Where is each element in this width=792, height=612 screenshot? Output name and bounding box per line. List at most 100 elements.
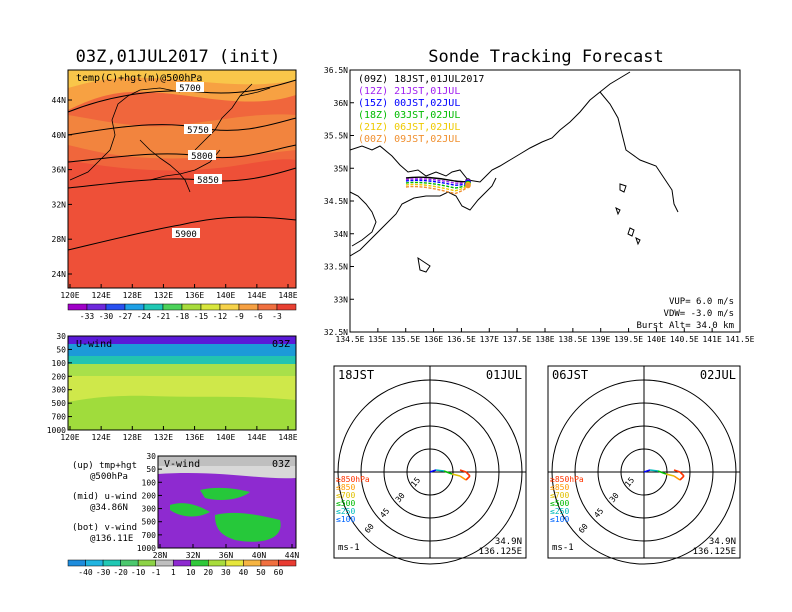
uwind-time: 03Z [272, 339, 290, 350]
map500-lat-label: 44N [52, 96, 67, 105]
cbar500-swatch [105, 303, 126, 311]
map500-lat-label: 32N [52, 200, 67, 209]
track-line [405, 185, 469, 195]
cbarwind-swatch [243, 559, 262, 567]
legend-mid2: @34.86N [90, 503, 128, 513]
track-lon-label: 140.5E [670, 335, 699, 344]
uwind-band-3 [68, 356, 296, 364]
polar-level-label: ≥850hPa [550, 475, 584, 484]
coastline-honshu [349, 71, 631, 183]
cbarwind-label: -30 [96, 568, 111, 577]
polar-trace-segment [657, 470, 667, 475]
coastline-island [417, 256, 431, 273]
polar-trace-segment [679, 471, 685, 477]
track-lon-label: 135.5E [391, 335, 420, 344]
polar-level-label: ≤100 [336, 515, 355, 524]
track-lat-label: 33N [334, 295, 349, 304]
polar-date: 01JUL [486, 368, 522, 382]
legend-bot: (bot) v-wind [72, 523, 137, 533]
uwind-band-4 [68, 364, 296, 376]
polar-level-label: ≥850hPa [336, 475, 370, 484]
map500-lon-label: 124E [92, 291, 111, 300]
track-vup: VUP= 6.0 m/s [669, 297, 734, 307]
polar-trace-segment [643, 469, 651, 473]
map500-frame [67, 69, 297, 289]
cbarwind-label: -10 [131, 568, 146, 577]
cbarwind-swatch [208, 559, 227, 567]
vwind-band-2 [158, 466, 296, 479]
cbarwind-label: 10 [186, 568, 196, 577]
polar-trace-segment [465, 475, 471, 481]
coastline-kanto [599, 91, 679, 213]
cbarwind-swatch [225, 559, 244, 567]
polar-level-label: ≤700 [550, 491, 569, 500]
track-legend-entry: (09Z) 18JST,01JUL2017 [358, 74, 484, 85]
polar-time: 06JST [552, 368, 588, 382]
cbar500-swatch [162, 303, 183, 311]
legend-up2: @500hPa [90, 472, 128, 482]
contour-label-bg-2 [188, 150, 216, 160]
uwind-p-label: 1000 [47, 426, 66, 435]
track-legend-entry: (12Z) 21JST,01JUL [358, 86, 460, 97]
cbar500-label: -24 [137, 312, 152, 321]
polar-level-label: ≤850 [550, 483, 569, 492]
uwind-p-label: 30 [56, 332, 66, 341]
cbarwind-swatch [137, 559, 156, 567]
contour-5900 [67, 216, 297, 251]
polar-trace-segment [665, 473, 675, 477]
left-title: 03Z,01JUL2017 (init) [76, 47, 281, 67]
cbarwind-swatch [102, 559, 121, 567]
cbarwind-label: 20 [203, 568, 213, 577]
map500-lon-axis: 120E 124E 128E 132E 136E 140E 144E 148E [60, 284, 298, 300]
cbar500-label: -30 [99, 312, 114, 321]
track-lines [405, 176, 471, 195]
contour-label-bg-4 [172, 228, 200, 238]
vwind-lat-label: 36N [219, 551, 234, 560]
uwind-lon-label: 140E [216, 433, 235, 442]
uwind-band-top [68, 336, 296, 344]
cbarwind-swatch [120, 559, 139, 567]
track-lat-label: 32.5N [324, 328, 348, 337]
polar-lat: 34.9N [495, 537, 522, 547]
track-lat-label: 34.5N [324, 197, 348, 206]
track-lon-label: 139.5E [614, 335, 643, 344]
vwind-p-label: 700 [142, 531, 157, 540]
legend-mid: (mid) u-wind [72, 492, 137, 502]
track-lat-label: 36.5N [324, 66, 348, 75]
cbar500-label: -3 [272, 312, 282, 321]
track-lon-label: 140E [647, 335, 666, 344]
polar-trace-segment [459, 475, 467, 481]
cbar500-swatch [143, 303, 164, 311]
vwind-p-label: 50 [146, 465, 156, 474]
cbarwind-label: -1 [151, 568, 161, 577]
track-endpoint [465, 182, 471, 189]
track-lat-label: 35.5N [324, 132, 348, 141]
uwind-lon-label: 124E [92, 433, 111, 442]
map500-lon-label: 140E [216, 291, 235, 300]
polar-lon: 136.125E [479, 547, 522, 557]
uwind-lon-axis: 120E 124E 128E 132E 136E 140E 144E 148E [60, 426, 298, 442]
cbarwind-swatch [67, 559, 86, 567]
contour-label-bg-0 [176, 82, 204, 92]
track-burst: Burst Alt= 34.0 km [636, 321, 734, 331]
track-lon-label: 141.5E [726, 335, 755, 344]
cbarwind-label: 1 [171, 568, 176, 577]
uwind-p-label: 700 [52, 413, 67, 422]
track-legend-entry: (00Z) 09JST,02JUL [358, 134, 460, 145]
uwind-pressure-axis: 30 50 100 200 300 500 700 1000 [47, 332, 72, 435]
map500-lon-label: 120E [60, 291, 79, 300]
uwind-lon-label: 148E [278, 433, 297, 442]
uwind-lon-label: 132E [154, 433, 173, 442]
cbar500-swatch [181, 303, 202, 311]
uwind-lon-label: 128E [123, 433, 142, 442]
track-lat-axis: 36.5N 36N 35.5N 35N 34.5N 34N 33.5N 33N 32.5N [324, 66, 354, 337]
cbarwind-swatch [278, 559, 297, 567]
vwind-time: 03Z [272, 459, 290, 470]
cbarwind-swatch [190, 559, 209, 567]
uwind-lon-label: 144E [247, 433, 266, 442]
uwind-p-label: 300 [52, 386, 67, 395]
contour-label-5700: 5700 [179, 84, 201, 94]
track-lat-label: 34N [334, 230, 349, 239]
